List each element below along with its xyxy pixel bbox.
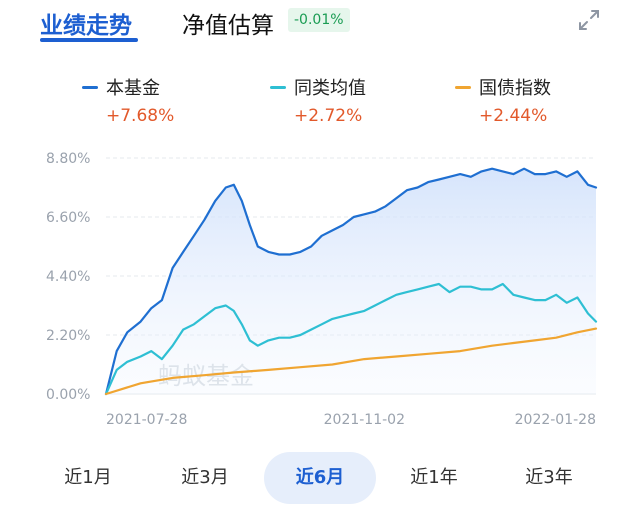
x-tick-label: 2021-07-28 (106, 412, 187, 428)
x-tick-label: 2022-01-28 (515, 412, 596, 428)
performance-chart[interactable]: 蚂蚁基金 8.80% 6.60% 4.40% 2.20% 0.00% 2021-07-28… (0, 140, 640, 440)
x-tick-label: 2021-11-02 (324, 412, 405, 428)
legend-peer-average: 同类均值 +2.72% (270, 74, 366, 126)
period-selector: 近1月 近3月 近6月 近1年 近3年 (0, 448, 640, 506)
legend-swatch-fund (82, 85, 98, 89)
active-tab-indicator (40, 38, 138, 42)
series-area-fund (106, 168, 596, 394)
y-tick-label: 0.00% (46, 387, 90, 403)
chart-svg: 蚂蚁基金 8.80%6.60%4.40%2.20%0.00%2021-07-28… (46, 151, 598, 428)
legend-swatch-bond (455, 85, 471, 89)
top-tab-bar: 业绩走势 净值估算 -0.01% (0, 0, 640, 50)
legend-label-peer: 同类均值 (294, 78, 366, 99)
legend-swatch-peer (270, 85, 286, 89)
legend-value-peer: +2.72% (294, 106, 363, 126)
legend-bond-index: 国债指数 +2.44% (455, 74, 551, 126)
expand-icon[interactable] (575, 6, 603, 34)
y-tick-label: 2.20% (46, 328, 90, 344)
series-line-bond-index (104, 327, 598, 396)
series-line-fund (104, 167, 598, 396)
y-tick-label: 8.80% (46, 151, 90, 167)
legend-label-bond: 国债指数 (479, 78, 551, 99)
legend-fund: 本基金 +7.68% (82, 74, 174, 126)
series-line-peer-average (104, 282, 598, 396)
y-tick-label: 4.40% (46, 269, 90, 285)
period-1-month[interactable]: 近1月 (64, 467, 112, 488)
period-3-months[interactable]: 近3月 (181, 467, 229, 488)
period-1-year[interactable]: 近1年 (410, 467, 458, 488)
legend-value-fund: +7.68% (106, 106, 175, 126)
tab-nav-estimate[interactable]: 净值估算 (182, 13, 274, 39)
estimate-change-badge: -0.01% (288, 8, 350, 32)
period-6-months[interactable]: 近6月 (264, 452, 376, 504)
y-tick-label: 6.60% (46, 210, 90, 226)
tab-performance-trend[interactable]: 业绩走势 (40, 13, 132, 39)
legend-label-fund: 本基金 (106, 78, 160, 99)
legend-value-bond: +2.44% (479, 106, 548, 126)
period-3-years[interactable]: 近3年 (525, 467, 573, 488)
